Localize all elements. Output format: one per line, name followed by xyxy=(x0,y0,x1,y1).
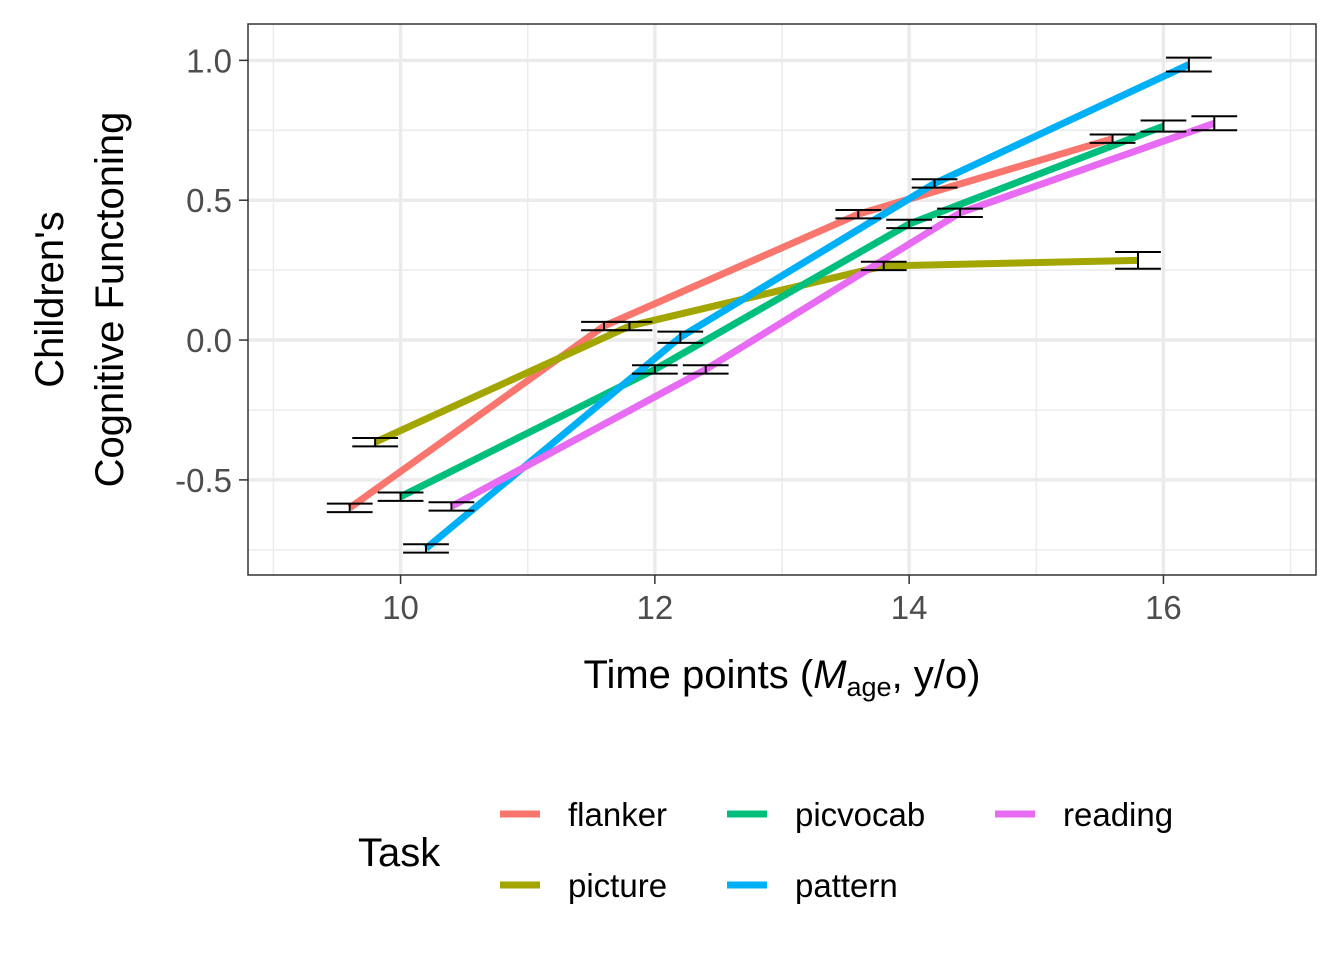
legend-title: Task xyxy=(358,831,441,875)
x-tick-label: 10 xyxy=(382,589,419,626)
x-axis-title-prefix: Time points ( xyxy=(584,653,814,697)
error-bar-pattern xyxy=(1165,56,1212,73)
error-bar-picvocab xyxy=(886,218,933,230)
series-line-picture xyxy=(373,256,1139,446)
y-tick-label: 0.5 xyxy=(186,182,232,219)
y-axis-title-line-2: Cognitive Functoning xyxy=(88,112,132,488)
y-axis-title-line-1: Children's xyxy=(28,211,72,388)
y-axis-title: Children's xyxy=(28,211,72,388)
error-bar-pattern xyxy=(657,330,704,344)
y-tick-label: 1.0 xyxy=(186,42,232,79)
plot-data xyxy=(326,56,1238,554)
error-bar-flanker xyxy=(326,502,373,514)
legend-label-flanker: flanker xyxy=(568,796,667,833)
series-line-reading xyxy=(449,119,1216,510)
error-bar-picture xyxy=(860,260,907,272)
error-bar-picture xyxy=(352,436,399,448)
x-axis-title-suffix: , y/o) xyxy=(892,653,981,697)
x-tick-label: 12 xyxy=(636,589,673,626)
error-bar-picture xyxy=(1115,250,1161,270)
y-tick-label: 0.0 xyxy=(186,322,232,359)
error-bar-reading xyxy=(937,207,983,218)
grid xyxy=(248,24,1316,575)
x-axis-title: Time points (Mage, y/o) xyxy=(584,653,981,702)
legend: Task flanker picvocab reading picture patter… xyxy=(358,796,1173,904)
legend-label-reading: reading xyxy=(1063,796,1173,833)
error-bar-pattern xyxy=(403,543,449,554)
legend-label-picvocab: picvocab xyxy=(795,796,925,833)
error-bar-pattern xyxy=(911,178,958,189)
x-tick-label: 16 xyxy=(1145,589,1182,626)
error-bar-reading xyxy=(682,364,729,375)
error-bar-picvocab xyxy=(377,491,424,502)
legend-label-pattern: pattern xyxy=(795,867,898,904)
panel-border xyxy=(247,23,1317,576)
error-bar-reading xyxy=(428,501,475,512)
x-axis-title-subscript: age xyxy=(847,672,892,702)
series-line-flanker xyxy=(347,135,1114,511)
y-tick-label: -0.5 xyxy=(175,462,232,499)
series-line-pattern xyxy=(423,61,1191,552)
error-bar-flanker xyxy=(835,208,882,220)
legend-label-picture: picture xyxy=(568,867,667,904)
error-bar-picvocab xyxy=(631,364,678,375)
series-line-picvocab xyxy=(399,122,1165,500)
axes: -0.5 0.0 0.5 1.0 10 12 14 16 xyxy=(175,42,1182,626)
x-tick-label: 14 xyxy=(891,589,928,626)
x-axis-title-italic: M xyxy=(813,653,847,697)
error-bar-reading xyxy=(1191,115,1238,132)
error-bar-picvocab xyxy=(1140,119,1187,133)
error-bar-flanker xyxy=(1089,133,1136,144)
error-bar-picture xyxy=(606,320,653,332)
